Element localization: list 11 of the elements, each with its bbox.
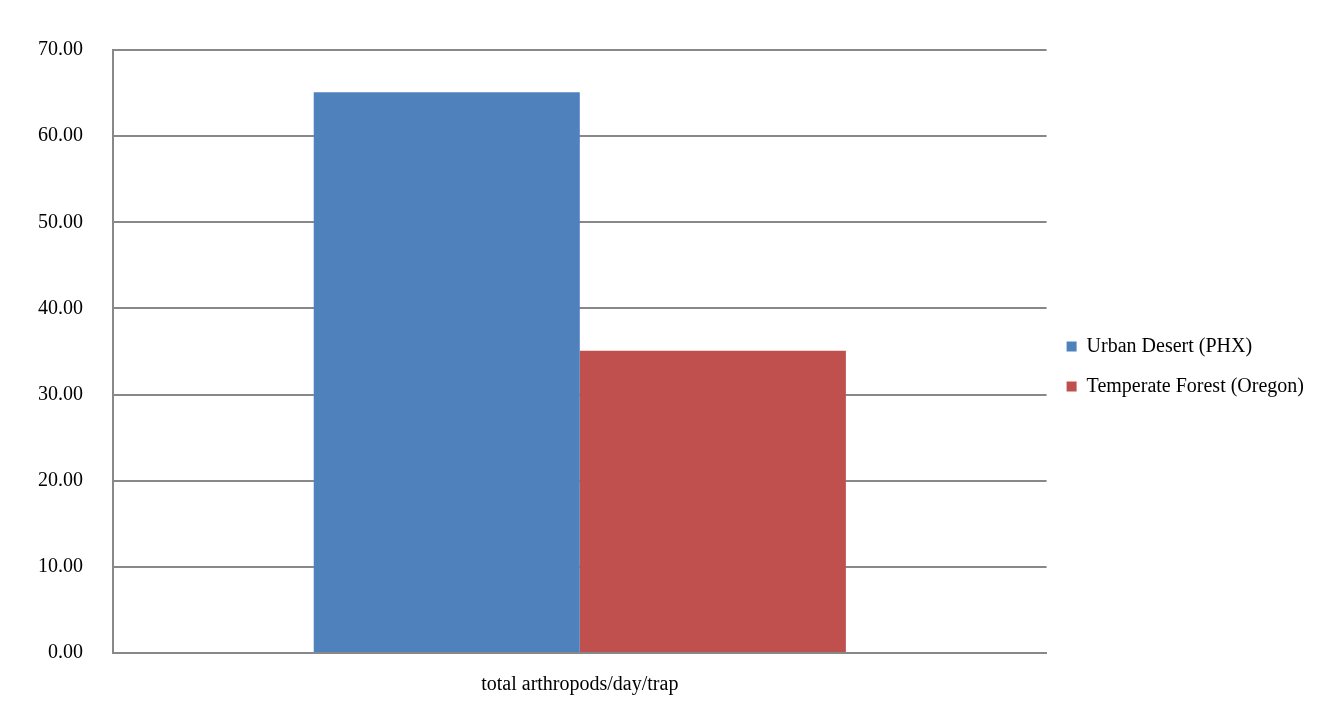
y-tick-label: 0.00 bbox=[48, 640, 83, 663]
y-tick-label: 10.00 bbox=[38, 554, 83, 577]
x-tick-label: total arthropods/day/trap bbox=[481, 672, 679, 696]
y-tick-label: 60.00 bbox=[38, 123, 83, 146]
y-tick-label: 30.00 bbox=[38, 381, 83, 404]
y-tick-label: 70.00 bbox=[38, 37, 83, 60]
y-tick-label: 40.00 bbox=[38, 295, 83, 318]
legend-label: Urban Desert (PHX) bbox=[1086, 333, 1253, 357]
legend-label: Temperate Forest (Oregon) bbox=[1086, 373, 1304, 397]
y-tick-label: 20.00 bbox=[38, 467, 83, 490]
y-tick-label: 50.00 bbox=[38, 209, 83, 232]
